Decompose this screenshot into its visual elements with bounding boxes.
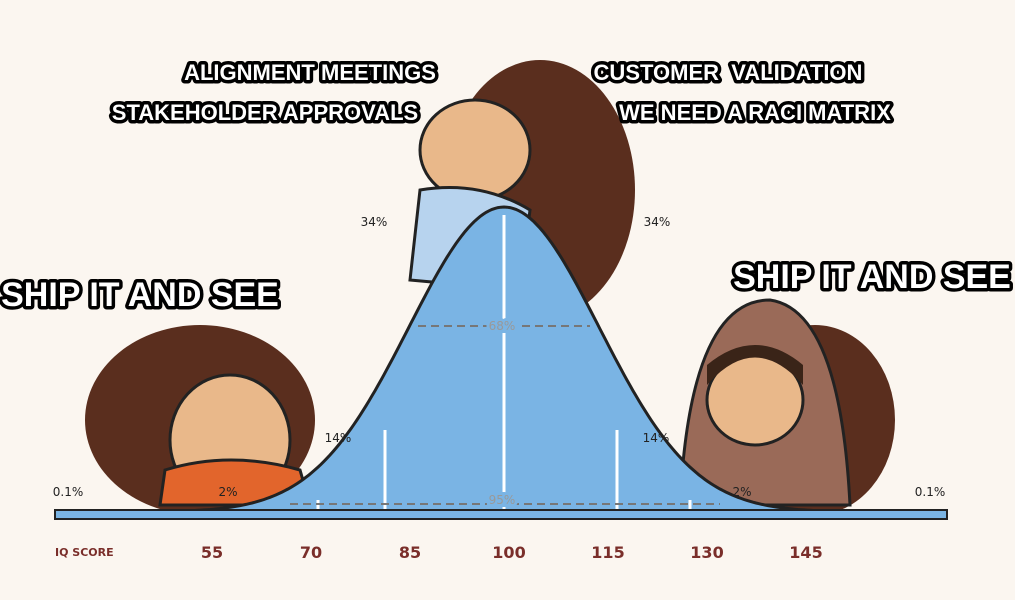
caption: SHIP IT AND SEE [1, 276, 279, 314]
percent-label: 34% [644, 215, 671, 229]
caption: ALIGNMENT MEETINGS [184, 60, 436, 85]
axis-tick: 115 [591, 543, 624, 562]
caption: SHIP IT AND SEE [733, 258, 1011, 296]
axis-label: IQ SCORE [55, 546, 114, 559]
percent-label: 0.1% [915, 485, 946, 499]
axis-tick: 145 [789, 543, 822, 562]
axis-tick: 100 [492, 543, 525, 562]
axis-tick: 55 [201, 543, 223, 562]
percent-label: 34% [361, 215, 388, 229]
caption: CUSTOMER VALIDATION [594, 60, 863, 85]
caption: WE NEED A RACI MATRIX [619, 100, 891, 125]
band-label: 68% [489, 319, 516, 333]
percent-label: 0.1% [53, 485, 84, 499]
band-label: 95% [489, 493, 516, 507]
baseline [54, 509, 948, 520]
right-character [678, 298, 895, 515]
axis-tick: 130 [690, 543, 723, 562]
percent-label: 14% [643, 431, 670, 445]
percent-label: 2% [218, 485, 237, 499]
left-character [85, 325, 315, 515]
percent-label: 2% [732, 485, 751, 499]
caption: STAKEHOLDER APPROVALS [112, 100, 418, 125]
axis-tick: 85 [399, 543, 421, 562]
percent-label: 14% [325, 431, 352, 445]
axis-tick: 70 [300, 543, 322, 562]
